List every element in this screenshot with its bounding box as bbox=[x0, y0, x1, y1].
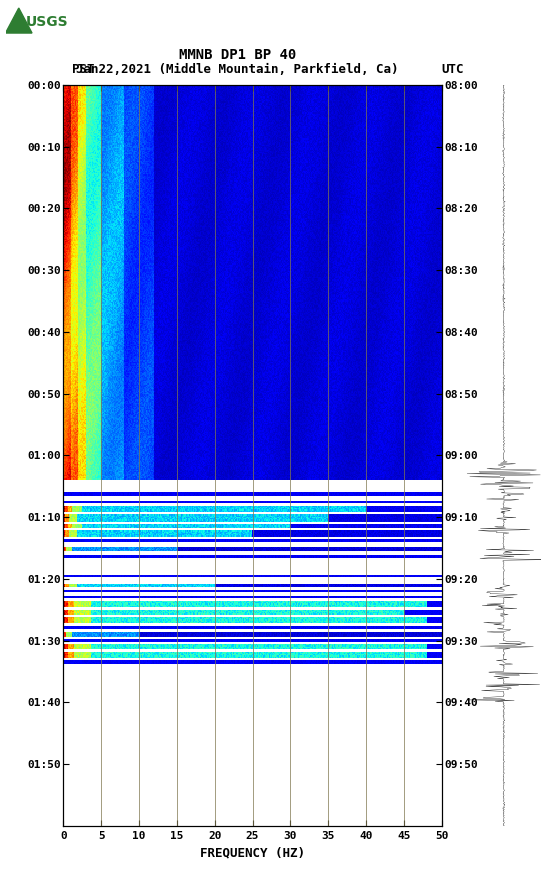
Text: UTC: UTC bbox=[442, 63, 464, 76]
Text: Jan22,2021 (Middle Mountain, Parkfield, Ca): Jan22,2021 (Middle Mountain, Parkfield, … bbox=[76, 63, 399, 76]
Text: MMNB DP1 BP 40: MMNB DP1 BP 40 bbox=[179, 48, 296, 63]
Polygon shape bbox=[6, 8, 32, 33]
X-axis label: FREQUENCY (HZ): FREQUENCY (HZ) bbox=[200, 847, 305, 859]
Text: USGS: USGS bbox=[25, 15, 68, 29]
Text: PST: PST bbox=[72, 63, 94, 76]
